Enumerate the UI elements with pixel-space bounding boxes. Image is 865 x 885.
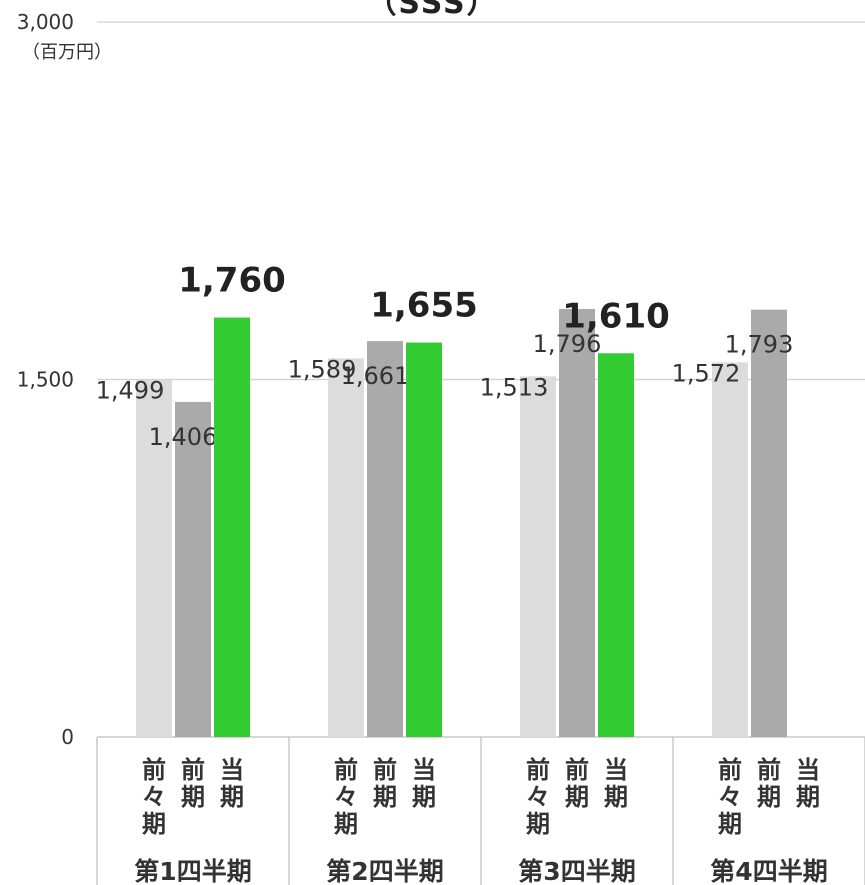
y-tick-label: 3,000 <box>17 10 74 34</box>
bar-3 <box>406 342 442 737</box>
bar-1 <box>520 376 556 737</box>
category-label: 第2四半期 <box>326 857 443 885</box>
series-label-char: 期 <box>334 810 358 838</box>
data-label: 1,513 <box>480 373 549 401</box>
series-label-char: 期 <box>796 783 820 811</box>
data-label: 1,796 <box>533 330 602 358</box>
series-label-char: 前 <box>718 756 742 784</box>
data-label: 1,406 <box>149 423 218 451</box>
y-tick-label: 0 <box>61 725 74 749</box>
y-axis-unit-label: （百万円） <box>22 42 112 63</box>
series-label-char: 前 <box>334 756 358 784</box>
series-label-char: 前 <box>565 756 589 784</box>
series-label-char: 当 <box>412 756 436 784</box>
bar-3 <box>598 353 634 737</box>
series-label-char: 前 <box>142 756 166 784</box>
series-label-char: 期 <box>412 783 436 811</box>
data-label: 1,589 <box>288 355 357 383</box>
bar-1 <box>712 362 748 737</box>
series-label-char: 期 <box>526 810 550 838</box>
series-label-char: 前 <box>373 756 397 784</box>
data-label: 1,793 <box>725 331 794 359</box>
series-label-char: 前 <box>757 756 781 784</box>
series-label-char: 々 <box>526 783 550 811</box>
series-label-char: 前 <box>181 756 205 784</box>
series-label-char: 期 <box>220 783 244 811</box>
bar-2 <box>751 309 787 737</box>
category-label: 第3四半期 <box>518 857 635 885</box>
series-label-char: 期 <box>604 783 628 811</box>
series-label-char: 期 <box>757 783 781 811</box>
series-label-char: 々 <box>142 783 166 811</box>
series-label-char: 期 <box>565 783 589 811</box>
series-label-char: 期 <box>373 783 397 811</box>
data-label: 1,610 <box>562 296 670 336</box>
y-tick-label: 1,500 <box>17 368 74 392</box>
data-label: 1,661 <box>341 362 410 390</box>
data-label: 1,760 <box>178 261 286 301</box>
category-label: 第4四半期 <box>710 857 827 885</box>
series-label-char: 期 <box>142 810 166 838</box>
bar-2 <box>367 341 403 737</box>
series-label-char: 々 <box>334 783 358 811</box>
series-label-char: 前 <box>526 756 550 784</box>
bar-2 <box>559 308 595 737</box>
bar-3 <box>214 317 250 737</box>
chart-title: （SSS） <box>366 0 499 21</box>
data-label: 1,499 <box>96 377 165 405</box>
series-label-char: 期 <box>718 810 742 838</box>
bar-1 <box>328 358 364 737</box>
series-label-char: 当 <box>796 756 820 784</box>
bar-2 <box>175 401 211 737</box>
category-label: 第1四半期 <box>134 857 251 885</box>
series-label-char: 当 <box>220 756 244 784</box>
series-label-char: 当 <box>604 756 628 784</box>
series-label-char: 期 <box>181 783 205 811</box>
series-label-char: 々 <box>718 783 742 811</box>
data-label: 1,572 <box>672 359 741 387</box>
data-label: 1,655 <box>370 286 478 326</box>
bar-1 <box>136 379 172 737</box>
